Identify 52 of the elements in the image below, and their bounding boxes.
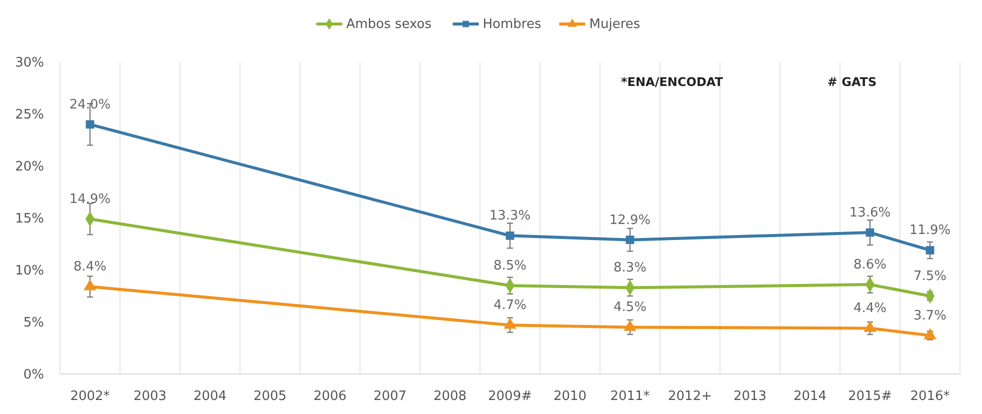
legend-label: Ambos sexos (346, 17, 432, 32)
point (626, 236, 634, 244)
x-tick-label: 2009# (488, 389, 532, 404)
data-label: 4.5% (613, 300, 647, 316)
x-tick-label: 2002* (70, 389, 110, 404)
legend-label: Mujeres (589, 17, 640, 32)
data-label: 7.5% (913, 269, 947, 284)
x-tick-label: 2004 (193, 389, 227, 404)
y-tick-label: 25% (15, 108, 44, 123)
x-tick-label: 2012+ (668, 389, 712, 404)
data-label: 24.0% (69, 97, 111, 112)
y-tick-label: 5% (23, 316, 44, 331)
y-tick-label: 20% (15, 160, 44, 175)
x-tick-label: 2006 (313, 389, 347, 404)
x-tick-label: 2005 (253, 389, 287, 404)
x-tick-label: 2015# (848, 389, 892, 404)
data-label: 8.3% (613, 260, 647, 276)
annotation: *ENA/ENCODAT (621, 75, 724, 89)
y-tick-label: 10% (15, 264, 44, 279)
x-tick-label: 2007 (373, 389, 407, 404)
data-label: 8.4% (73, 260, 107, 275)
data-label: 8.5% (493, 258, 527, 274)
point (866, 228, 874, 237)
data-label: 3.7% (913, 308, 947, 324)
data-label: 4.4% (853, 301, 887, 316)
annotation: # GATS (827, 75, 877, 89)
data-label: 14.9% (69, 192, 111, 208)
x-tick-label: 2016* (910, 389, 950, 404)
x-tick-label: 2011* (610, 389, 650, 404)
point (924, 328, 936, 340)
data-label: 13.6% (849, 206, 891, 221)
point (864, 320, 876, 332)
point (506, 231, 514, 240)
x-tick-label: 2014 (793, 389, 827, 404)
legend-label: Hombres (482, 17, 542, 32)
point (84, 279, 96, 290)
point (86, 120, 94, 129)
y-tick-label: 15% (15, 212, 44, 227)
point (624, 320, 636, 331)
data-label: 12.9% (609, 212, 651, 228)
y-tick-label: 30% (15, 56, 44, 71)
data-label: 13.3% (489, 208, 531, 224)
y-tick-label: 0% (23, 368, 44, 383)
data-label: 8.6% (853, 258, 887, 273)
x-tick-label: 2010 (553, 389, 587, 404)
x-tick-label: 2008 (433, 389, 467, 404)
data-label: 4.7% (493, 298, 527, 314)
x-tick-label: 2013 (733, 389, 767, 404)
data-label: 11.9% (909, 223, 951, 238)
point (926, 246, 934, 254)
x-tick-label: 2003 (133, 389, 167, 404)
point (504, 318, 516, 329)
